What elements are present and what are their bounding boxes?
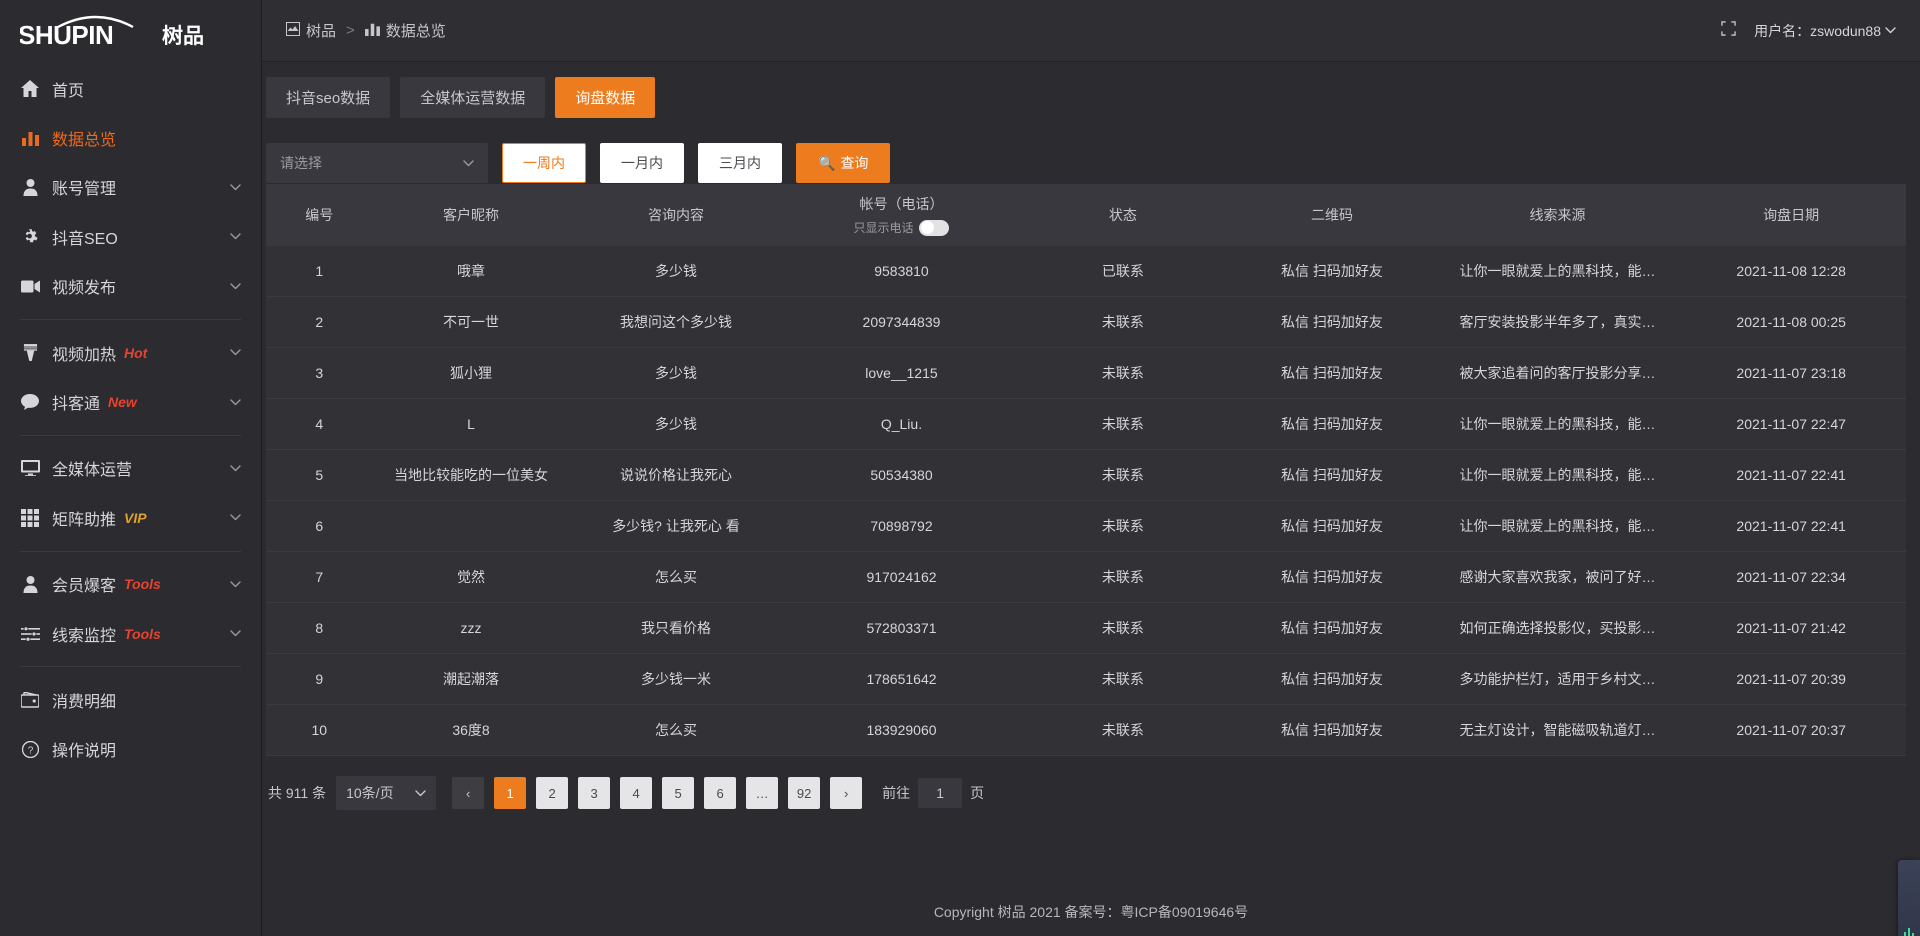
- svg-text:SHUPIN: SHUPIN: [20, 20, 113, 49]
- svg-text:树品: 树品: [162, 24, 204, 48]
- svg-text:?: ?: [27, 745, 33, 756]
